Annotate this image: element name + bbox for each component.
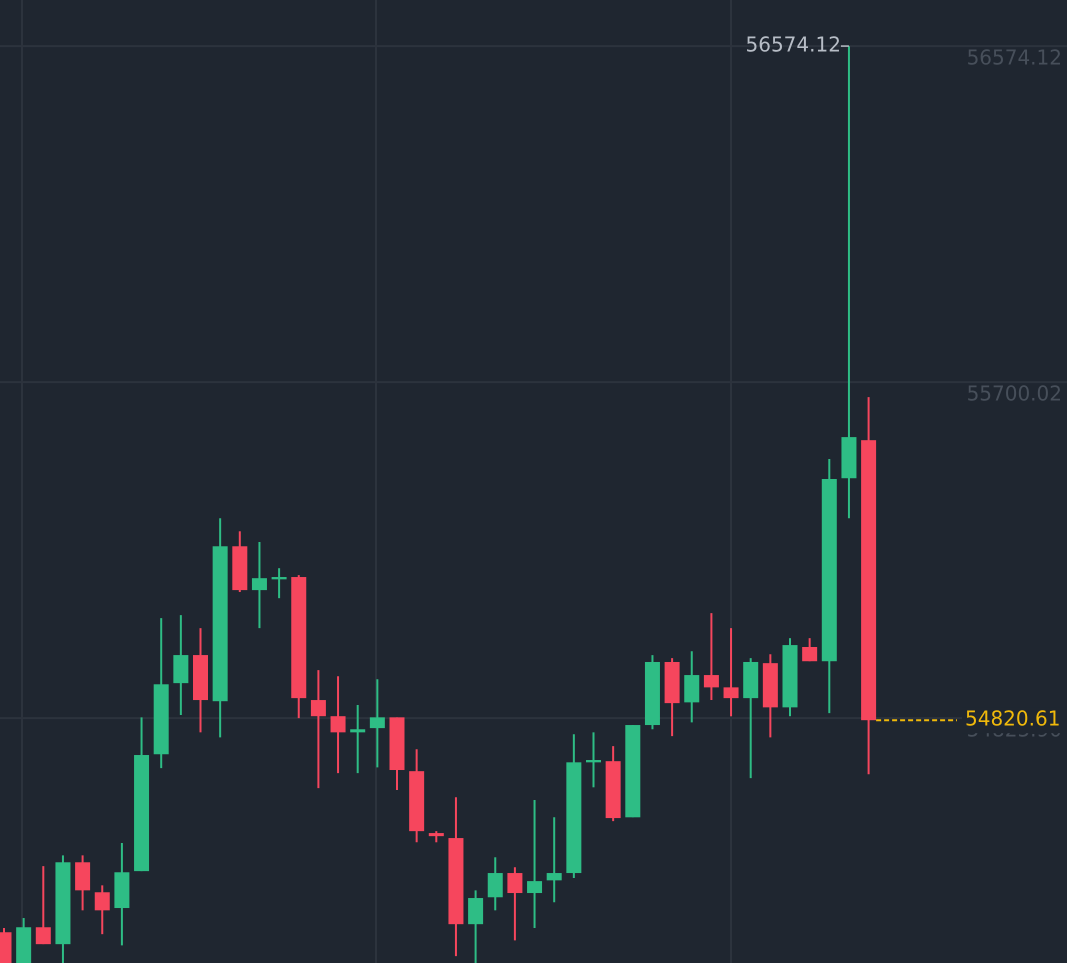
candle-body	[330, 716, 346, 733]
candle-body	[782, 645, 798, 708]
candle-body	[94, 892, 110, 911]
candle-body	[173, 655, 189, 684]
candle-body	[861, 440, 877, 721]
candle-body	[291, 577, 307, 699]
candle-body	[369, 717, 385, 729]
candle-body	[310, 700, 326, 717]
candle-body	[802, 646, 818, 662]
candle-body	[448, 838, 464, 925]
candle-body	[271, 577, 287, 580]
y-tick-label: 56574.12	[967, 46, 1062, 70]
y-tick-label: 55700.02	[967, 382, 1062, 406]
candle-body	[0, 932, 12, 963]
candle-body	[664, 661, 680, 704]
candle-body	[566, 762, 582, 874]
last-price-label: 54820.61	[965, 707, 1060, 731]
candle-body	[232, 546, 248, 591]
candle-body	[134, 755, 150, 872]
high-label: 56574.12	[746, 33, 841, 57]
candle-body	[212, 546, 228, 702]
candle-body	[605, 761, 621, 819]
candle-body	[841, 437, 857, 479]
candle-body	[16, 927, 32, 963]
candle-body	[35, 927, 51, 945]
candle-body	[527, 881, 543, 894]
candle-body	[743, 661, 759, 699]
candle-body	[586, 760, 601, 763]
candle-body	[703, 675, 719, 688]
candle-body	[821, 479, 837, 662]
candle-body	[251, 578, 267, 591]
candle-body	[428, 833, 444, 837]
candle-body	[684, 675, 700, 703]
candle-body	[193, 655, 208, 701]
candle-body	[487, 873, 503, 898]
candle-body	[409, 771, 425, 832]
candle-body	[153, 684, 169, 755]
candle-body	[75, 862, 91, 891]
candle-body	[114, 872, 130, 909]
candle-body	[350, 729, 366, 733]
last-price-bg	[962, 707, 1067, 734]
candle-body	[625, 725, 641, 818]
candle-body	[723, 687, 739, 699]
candle-body	[762, 663, 778, 708]
candle-body	[507, 873, 523, 894]
candle-body	[644, 661, 660, 726]
candle-body	[546, 873, 562, 881]
candle-body	[468, 898, 484, 925]
candle-body	[389, 717, 405, 771]
candle-body	[55, 862, 71, 945]
